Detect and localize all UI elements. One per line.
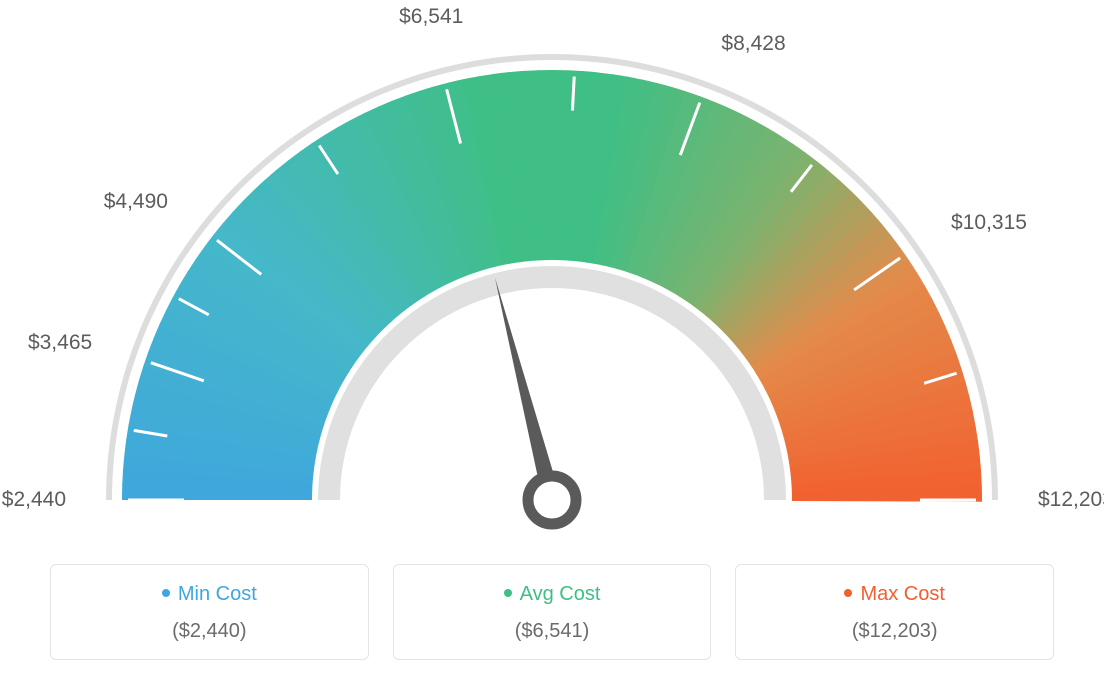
legend-row: Min Cost ($2,440) Avg Cost ($6,541) Max … bbox=[50, 564, 1054, 660]
legend-title-avg: Avg Cost bbox=[404, 583, 701, 606]
legend-label-min: Min Cost bbox=[178, 583, 257, 605]
legend-title-max: Max Cost bbox=[746, 583, 1043, 606]
gauge-tick-label: $4,490 bbox=[104, 190, 168, 214]
gauge-tick-label: $10,315 bbox=[951, 211, 1027, 235]
legend-card-max: Max Cost ($12,203) bbox=[735, 564, 1054, 660]
legend-value-min: ($2,440) bbox=[61, 620, 358, 643]
legend-card-avg: Avg Cost ($6,541) bbox=[393, 564, 712, 660]
gauge-tick-label: $3,465 bbox=[28, 331, 92, 355]
gauge-tick-label: $8,428 bbox=[721, 32, 785, 56]
dot-icon bbox=[162, 589, 170, 597]
legend-value-max: ($12,203) bbox=[746, 620, 1043, 643]
legend-value-avg: ($6,541) bbox=[404, 620, 701, 643]
cost-gauge-widget: $2,440 $3,465 $4,490 $6,541 $8,428 $10,315 $12… bbox=[0, 0, 1104, 690]
gauge-tick-label: $12,203 bbox=[1038, 488, 1104, 512]
gauge-chart: $2,440 $3,465 $4,490 $6,541 $8,428 $10,315 $12… bbox=[0, 0, 1104, 540]
legend-label-max: Max Cost bbox=[860, 583, 944, 605]
legend-label-avg: Avg Cost bbox=[520, 583, 601, 605]
legend-title-min: Min Cost bbox=[61, 583, 358, 606]
dot-icon bbox=[504, 589, 512, 597]
gauge-tick-label: $2,440 bbox=[2, 488, 66, 512]
dot-icon bbox=[844, 589, 852, 597]
gauge-tick-label: $6,541 bbox=[399, 5, 463, 29]
legend-card-min: Min Cost ($2,440) bbox=[50, 564, 369, 660]
